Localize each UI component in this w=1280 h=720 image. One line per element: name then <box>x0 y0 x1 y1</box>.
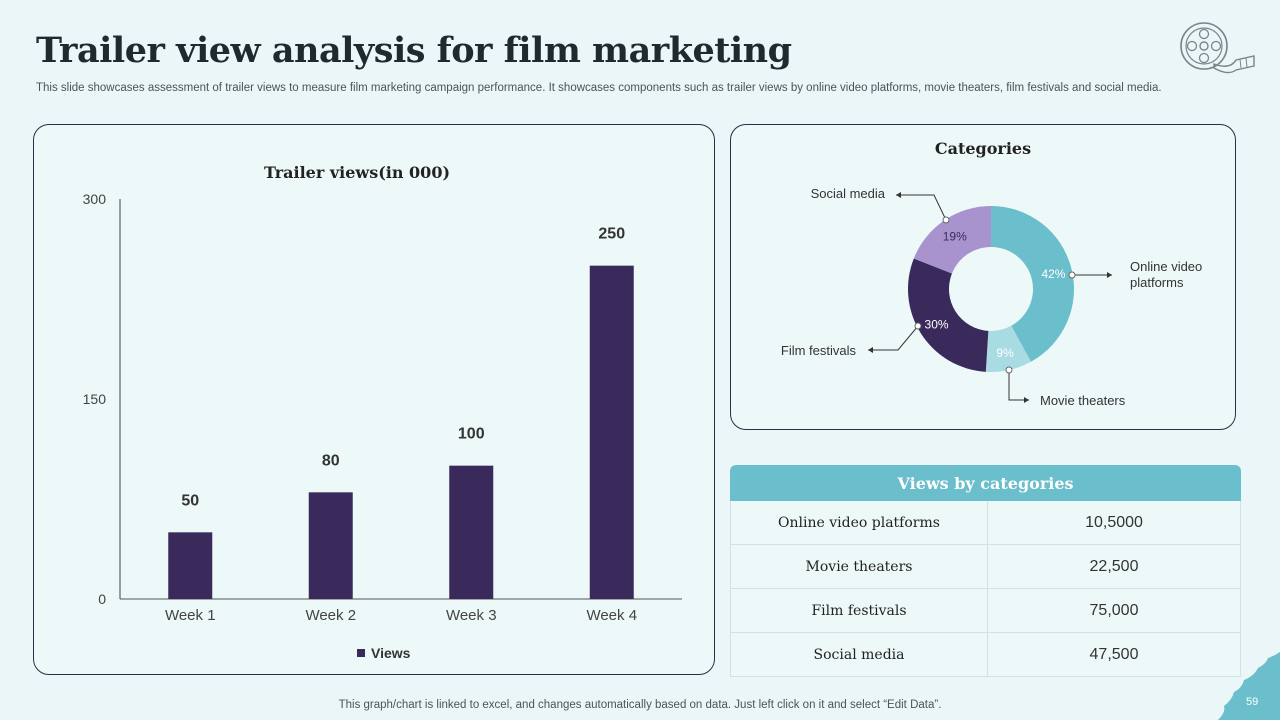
callout-line <box>896 194 947 221</box>
bar-value-label: 80 <box>322 452 340 469</box>
table-cell-value: 75,000 <box>1089 601 1139 619</box>
donut-slice-movie-theaters[interactable] <box>985 325 1031 372</box>
x-tick-label: Week 3 <box>446 607 497 624</box>
donut-category-label: Film festivals <box>781 343 857 358</box>
footer-note: This graph/chart is linked to excel, and… <box>338 699 942 711</box>
bar-value-label: 100 <box>458 426 485 443</box>
table-row: Online video platforms 10,5000 <box>731 501 1240 545</box>
callout-arrow <box>868 347 873 353</box>
donut-slice-online-video-platforms[interactable] <box>991 206 1074 362</box>
bar-chart-panel: Trailer views(in 000) 0 150 300 50 Week 1 80… <box>33 124 715 675</box>
donut-chart-title: Categories <box>935 139 1031 158</box>
table-cell-value: 10,5000 <box>1085 513 1143 531</box>
callout-dot <box>914 322 922 330</box>
donut-category-label: Online video platforms <box>1130 259 1202 290</box>
callout-dot <box>942 216 950 224</box>
donut-percent-label: 9% <box>996 346 1014 360</box>
table-cell-category: Online video platforms <box>731 501 988 544</box>
views-table: Views by categories Online video platfor… <box>730 465 1241 677</box>
callout-arrow <box>896 192 901 198</box>
bar-week-2[interactable] <box>308 492 353 599</box>
bar-week-1[interactable] <box>168 532 213 599</box>
table-cell-value: 22,500 <box>1089 557 1139 575</box>
bar-chart[interactable]: Trailer views(in 000) 0 150 300 50 Week 1 80… <box>34 125 716 676</box>
table-row: Film festivals 75,000 <box>731 589 1240 633</box>
table-body: Online video platforms 10,5000 Movie the… <box>730 501 1241 677</box>
film-reel-icon <box>1180 22 1255 74</box>
bar-value-label: 50 <box>181 492 199 509</box>
legend-swatch-views <box>357 649 365 657</box>
table-row: Social media 47,500 <box>731 633 1240 676</box>
bar-week-3[interactable] <box>449 465 494 599</box>
table-header: Views by categories <box>730 465 1241 501</box>
bar-week-4[interactable] <box>589 265 634 599</box>
table-cell-category: Movie theaters <box>731 545 988 588</box>
bar-legend: Views <box>357 645 411 661</box>
table-row: Movie theaters 22,500 <box>731 545 1240 589</box>
callout-dot <box>1068 271 1076 279</box>
page-number: 59 <box>1246 696 1259 708</box>
page-title: Trailer view analysis for film marketing <box>36 30 792 71</box>
callout-arrow <box>1107 272 1112 278</box>
table-cell-category: Social media <box>731 633 988 676</box>
callout-arrow <box>1024 397 1029 403</box>
donut-chart[interactable]: Categories 42% 9% 30% 19% Online video platf… <box>731 125 1237 431</box>
callout-line <box>1008 370 1029 401</box>
callout-line <box>868 325 919 351</box>
donut-percent-label: 19% <box>943 230 967 244</box>
legend-label-views: Views <box>371 645 411 661</box>
y-tick-label: 300 <box>83 191 107 207</box>
donut-slice-film-festivals[interactable] <box>908 258 989 372</box>
table-cell-category: Film festivals <box>731 589 988 632</box>
donut-chart-panel: Categories 42% 9% 30% 19% Online video platf… <box>730 124 1236 430</box>
bar-value-label: 250 <box>598 226 625 243</box>
x-tick-label: Week 1 <box>165 607 216 624</box>
table-cell-value: 47,500 <box>1089 645 1139 663</box>
corner-decoration <box>1218 652 1280 720</box>
page-subtitle: This slide showcases assessment of trail… <box>36 82 1162 94</box>
x-tick-label: Week 2 <box>305 607 356 624</box>
y-tick-label: 150 <box>83 391 107 407</box>
donut-percent-label: 30% <box>925 318 949 332</box>
callout-dot <box>1005 366 1013 374</box>
donut-category-label: Social media <box>811 186 886 201</box>
donut-percent-label: 42% <box>1041 267 1065 281</box>
donut-category-label: Movie theaters <box>1040 393 1126 408</box>
bar-chart-title: Trailer views(in 000) <box>264 163 450 182</box>
y-tick-label: 0 <box>98 591 106 607</box>
x-tick-label: Week 4 <box>586 607 637 624</box>
donut-slice-social-media[interactable] <box>913 206 991 274</box>
